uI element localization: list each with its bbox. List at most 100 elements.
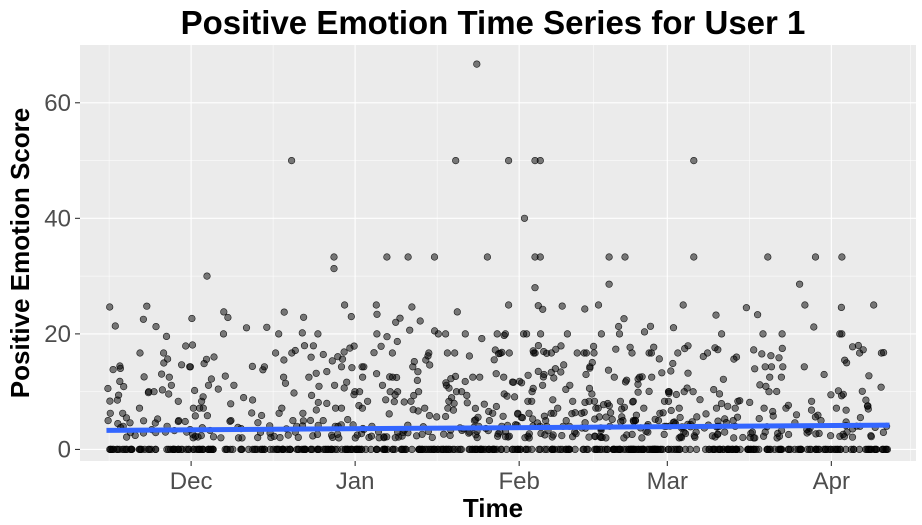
data-point [111,322,119,330]
data-point [674,349,682,357]
data-point [664,397,673,405]
data-point [350,391,358,399]
data-point [258,445,267,454]
data-point [442,412,450,421]
data-point [314,445,322,454]
data-point [122,414,130,422]
data-point [562,417,570,425]
data-point [337,404,346,412]
data-point [237,445,245,454]
data-point [465,352,474,360]
data-point [500,373,508,381]
data-point [761,363,769,371]
data-point [461,330,469,338]
data-point [446,431,454,440]
data-point [807,406,816,414]
data-point [442,330,450,338]
data-point [755,445,763,454]
data-point [552,345,560,353]
data-point [347,445,355,454]
data-point [209,433,218,441]
data-point [249,396,257,404]
data-point [855,445,864,454]
data-point [461,377,469,386]
data-point [557,368,565,376]
data-point [580,408,588,416]
data-point [712,404,721,412]
data-point [116,377,124,386]
data-point [478,335,486,343]
data-point [314,398,322,407]
data-point [646,322,655,330]
data-point [486,445,494,454]
data-point [540,370,548,379]
data-point [404,253,412,261]
data-point [491,346,499,354]
data-point [660,430,668,439]
data-point [594,404,602,412]
data-point [654,417,663,425]
data-point [471,404,480,413]
data-point [880,445,888,454]
data-point [539,305,547,313]
data-point [689,388,697,396]
data-point [820,370,828,379]
data-point [224,313,232,322]
data-point [324,445,333,454]
data-point [313,430,322,439]
data-point [659,409,667,417]
data-point [254,434,262,442]
data-point [554,404,562,412]
data-point [227,400,235,408]
data-point [418,430,426,438]
data-point [288,157,296,165]
data-point [373,370,381,378]
data-point [586,364,594,372]
data-point [209,445,217,454]
data-point [178,361,186,369]
data-point [759,432,768,440]
trend-line [106,422,890,433]
data-point [402,445,410,454]
x-tick-label: Mar [647,468,688,495]
data-point [856,414,865,422]
data-point [648,373,656,381]
data-point [827,391,835,399]
data-point [199,393,207,401]
data-point [744,445,753,454]
x-tick-label: Jan [336,468,375,495]
data-point [792,411,801,419]
data-point [312,406,320,414]
data-point [500,390,508,398]
data-point [871,445,879,454]
data-point [724,402,732,410]
data-point [721,428,729,436]
data-point [605,253,613,261]
chart-title: Positive Emotion Time Series for User 1 [181,4,806,41]
data-point [473,60,481,68]
data-point [534,342,543,350]
data-point [511,445,519,454]
data-point [395,433,403,441]
data-point [166,445,175,454]
data-point [680,388,688,396]
data-point [331,381,339,389]
data-point [298,329,306,337]
data-point [759,330,767,338]
data-point [319,350,327,359]
data-point [628,445,636,454]
data-point [474,413,482,421]
data-point [418,445,427,454]
data-point [807,445,815,454]
data-point [563,330,572,338]
data-point [848,343,857,351]
data-point [508,378,517,386]
data-point [655,355,663,363]
data-point [629,397,637,405]
data-point [605,402,613,410]
data-point [230,381,238,389]
data-point [638,434,646,442]
data-point [188,314,196,323]
data-point [797,445,805,454]
